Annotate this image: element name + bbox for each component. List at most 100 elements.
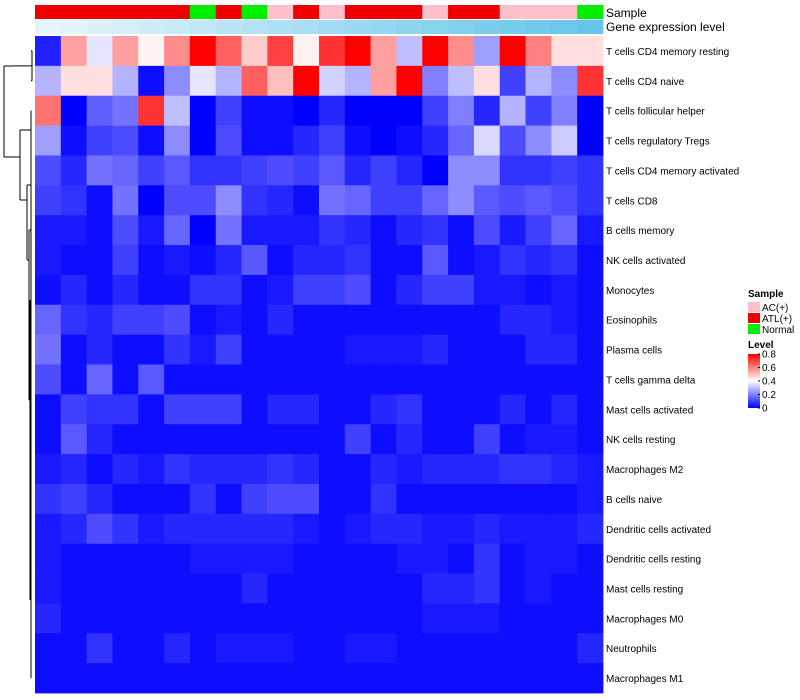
heatmap-cell (525, 274, 552, 306)
sample-annotation-cell (344, 5, 372, 19)
heatmap-cell (473, 513, 501, 545)
heatmap-cell (241, 663, 268, 694)
row-label: T cells CD4 memory activated (606, 166, 739, 177)
heatmap-cell (344, 245, 372, 276)
heatmap-cell (370, 65, 397, 97)
row-label: Dendritic cells resting (606, 555, 701, 566)
heatmap-cell (60, 603, 88, 634)
heatmap-cell (189, 454, 217, 485)
heatmap-cell (577, 573, 604, 604)
heatmap-cell (499, 95, 526, 126)
heatmap-cell (189, 543, 217, 574)
sample-annotation-cell (499, 5, 526, 19)
heatmap-cell (525, 424, 552, 455)
heatmap-cell (267, 125, 294, 156)
heatmap-cell (60, 185, 88, 216)
heatmap-cell (319, 424, 346, 455)
heatmap-cell (293, 513, 320, 545)
heatmap-cell (577, 483, 604, 515)
heatmap-cell (164, 424, 191, 455)
heatmap-cell (215, 304, 242, 336)
heatmap-cell (112, 274, 139, 306)
heatmap-cell (525, 663, 552, 694)
heatmap-cell (35, 185, 62, 216)
heatmap-cell (112, 513, 139, 545)
heatmap-cell (189, 513, 217, 545)
heatmap-cell (267, 633, 294, 664)
heatmap-cell (319, 543, 346, 574)
heatmap-cell (396, 513, 423, 545)
sample-annotation-cell (577, 5, 604, 19)
heatmap-cell (422, 65, 449, 97)
heatmap-cell (164, 245, 191, 276)
heatmap-cell (215, 364, 242, 395)
heatmap-cell (138, 603, 165, 634)
heatmap-cell (370, 334, 397, 365)
heatmap-cell (319, 215, 346, 246)
row-label: NK cells resting (606, 435, 675, 446)
heatmap-cell (525, 245, 552, 276)
heatmap-cell (448, 394, 475, 425)
heatmap-cell (215, 155, 242, 186)
heatmap-cell (525, 483, 552, 515)
heatmap-cell (112, 65, 139, 97)
row-label: Macrophages M0 (606, 614, 684, 625)
expression-annotation-cell (577, 20, 604, 34)
heatmap-cell (577, 603, 604, 634)
heatmap-cell (577, 394, 604, 425)
heatmap-cell (525, 215, 552, 246)
heatmap-cell (344, 274, 372, 306)
heatmap-cell (35, 543, 62, 574)
heatmap-cell (525, 334, 552, 365)
heatmap-cell (293, 394, 320, 425)
row-label: T cells CD4 naive (606, 77, 685, 88)
heatmap-cell (448, 245, 475, 276)
heatmap-cell (422, 573, 449, 604)
expression-annotation-cell (525, 20, 552, 34)
expression-track-label: Gene expression level (606, 20, 725, 34)
sample-track-label: Sample (606, 6, 647, 20)
heatmap-cell (551, 573, 578, 604)
heatmap-cell (344, 483, 372, 515)
heatmap-cell (344, 155, 372, 186)
heatmap-cell (319, 155, 346, 186)
heatmap-cell (448, 95, 475, 126)
heatmap-cell (344, 65, 372, 97)
heatmap-cell (370, 394, 397, 425)
heatmap-cell (241, 215, 268, 246)
heatmap-cell (241, 155, 268, 186)
row-label: Neutrophils (606, 644, 657, 655)
heatmap-cell (422, 304, 449, 336)
level-colorbar (748, 354, 760, 408)
heatmap-cell (86, 364, 113, 395)
heatmap-cell (112, 125, 139, 156)
heatmap-cell (370, 543, 397, 574)
heatmap-cell (499, 364, 526, 395)
heatmap-cell (344, 424, 372, 455)
heatmap-cell (189, 663, 217, 694)
heatmap-cell (112, 663, 139, 694)
heatmap-cell (448, 483, 475, 515)
heatmap-cell (525, 573, 552, 604)
heatmap-cell (499, 603, 526, 634)
heatmap-cell (319, 334, 346, 365)
heatmap-cell (35, 95, 62, 126)
heatmap-cell (138, 65, 165, 97)
heatmap-cell (499, 304, 526, 336)
heatmap-cell (60, 543, 88, 574)
heatmap-cell (499, 513, 526, 545)
heatmap-cell (344, 215, 372, 246)
heatmap-cell (35, 394, 62, 425)
heatmap-cell (551, 633, 578, 664)
heatmap-cell (86, 304, 113, 336)
heatmap-cell (241, 633, 268, 664)
heatmap-cell (396, 36, 423, 67)
legend-entry-label: ATL(+) (762, 314, 792, 325)
heatmap-cell (319, 125, 346, 156)
heatmap-cell (370, 245, 397, 276)
legend-entry-label: AC(+) (762, 303, 788, 314)
heatmap-cell (551, 483, 578, 515)
sample-annotation-cell (293, 5, 320, 19)
heatmap-cell (344, 454, 372, 485)
